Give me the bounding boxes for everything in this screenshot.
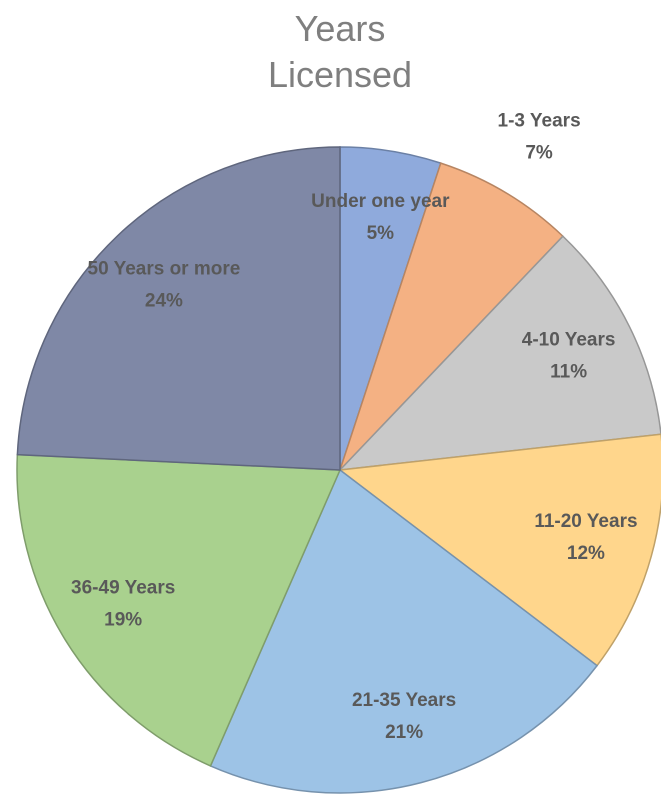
slice-value: 19% — [104, 610, 142, 631]
pie-slice — [16, 146, 341, 471]
pie-slice — [338, 433, 661, 667]
pie-slice — [339, 162, 564, 471]
pie-slice — [338, 235, 661, 471]
pie-slice — [209, 468, 599, 794]
slice-value: 7% — [525, 142, 553, 163]
chart-title: Years Licensed — [267, 8, 413, 95]
slice-label: 21-35 Years — [352, 690, 456, 711]
slice-value: 21% — [385, 722, 423, 743]
slice-label: 1-3 Years — [498, 110, 581, 131]
slice-label: 4-10 Years — [522, 330, 616, 351]
slice-value: 12% — [567, 543, 605, 564]
slice-label: 36-49 Years — [71, 578, 175, 599]
pie-slice — [16, 453, 342, 767]
slice-label: 50 Years or more — [88, 258, 241, 279]
slice-value: 24% — [145, 290, 183, 311]
slice-label: Under one year — [311, 191, 450, 212]
slice-value: 5% — [367, 223, 395, 244]
slice-value: 11% — [550, 362, 587, 383]
slice-label: 11-20 Years — [534, 511, 637, 532]
